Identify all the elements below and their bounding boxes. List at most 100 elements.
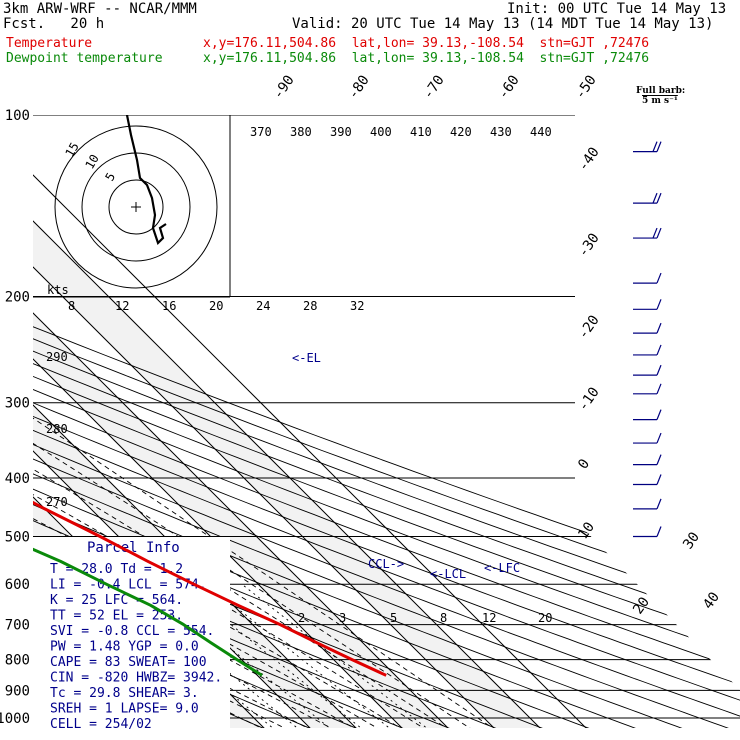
mixing-ratio-label: 20 <box>538 611 552 625</box>
el-marker: <-EL <box>292 351 321 365</box>
mixing-ratio-label: 2 <box>298 611 305 625</box>
isotherm-label: -10 <box>575 384 603 414</box>
parcel-info-row: K = 25 LFC = 564. <box>50 593 183 608</box>
wind-barb-flag <box>652 141 658 152</box>
hodograph-ring-15 <box>54 125 218 289</box>
isotherm-label: -40 <box>575 144 603 174</box>
parcel-info-row: Tc = 29.8 SHEAR= 3. <box>50 686 199 701</box>
mixing-ratio-label: 5 <box>390 611 397 625</box>
pressure-tick-label: 500 <box>5 529 30 545</box>
hodograph-trace <box>125 115 167 246</box>
isotherm <box>33 115 498 728</box>
mixing-ratio-label: 3 <box>339 611 346 625</box>
pressure-tick-label: 400 <box>5 471 30 487</box>
isotherm-label: 10 <box>575 519 598 542</box>
pressure-tick-label: 600 <box>5 577 30 593</box>
pressure-tick-label: 800 <box>5 653 30 669</box>
isotherm-label: -80 <box>345 72 373 102</box>
parcel-info-row: CELL = 254/02 <box>50 717 152 732</box>
mixing-ratio-label: 8 <box>440 611 447 625</box>
theta-label: 420 <box>450 125 472 139</box>
pressure-tick-label: 100 <box>5 108 30 124</box>
isotherm <box>33 115 406 728</box>
parcel-info-row: CAPE = 83 SWEAT= 100 <box>50 655 207 670</box>
wind-barb-flag <box>656 383 662 395</box>
parcel-info-box: Parcel Info T = 28.0 Td = 1.2LI = -0.4 L… <box>33 537 230 732</box>
lfc-marker: <-LFC <box>484 561 520 575</box>
isotherm-label: -60 <box>495 72 523 102</box>
isotherm-label: -20 <box>575 312 603 342</box>
dry-adiabat <box>33 115 740 728</box>
parcel-info-row: SVI = -0.8 CCL = 554. <box>50 624 214 639</box>
wind-barb-flag <box>656 364 662 376</box>
mixing-ratio-line <box>206 583 394 728</box>
barb-legend-units: 5 m s⁻¹ <box>642 96 678 106</box>
wind-barb-flag <box>656 227 662 239</box>
dry-adiabat <box>33 115 740 728</box>
parcel-info-row: PW = 1.48 YGP = 0.0 <box>50 640 199 655</box>
isotherm <box>33 115 452 728</box>
parcel-info-row: CIN = -820 HWBZ= 3942. <box>50 671 222 686</box>
theta-label: 400 <box>370 125 392 139</box>
hodograph-ring-5 <box>108 179 164 235</box>
theta-label: 430 <box>490 125 512 139</box>
wind-barb-flag <box>656 409 662 420</box>
lcl-marker: <-LCL <box>430 567 466 581</box>
mixing-ratio-line <box>120 583 301 728</box>
dry-adiabat <box>33 115 643 728</box>
hodograph-units: kts <box>47 283 69 297</box>
mixing-ratio-line <box>241 583 431 728</box>
temperature-legend-label: Temperature <box>6 36 93 51</box>
wind-barb-flag <box>656 141 662 152</box>
wind-barb-flag <box>656 454 662 465</box>
isotherm-label: -90 <box>270 72 298 102</box>
moist-adiabat <box>33 384 314 728</box>
barb-legend-title: Full barb: <box>636 86 686 96</box>
moist-adiabat <box>33 354 337 728</box>
dry-adiabat <box>33 115 363 728</box>
wind-barb-flag <box>652 192 658 204</box>
pressure-tick-label: 1000 <box>0 711 30 727</box>
isotherm-label: 0 <box>575 456 593 472</box>
mixing-ratio-label: 12 <box>482 611 496 625</box>
hodograph-ring-label-5: 5 <box>102 170 118 183</box>
isotherm-label: 30 <box>680 529 703 552</box>
wind-barb-flag <box>656 344 662 356</box>
hodograph-speed-tick: 20 <box>209 299 223 313</box>
dry-adiabat <box>33 115 736 728</box>
theta-label: 410 <box>410 125 432 139</box>
dry-adiabat <box>33 115 740 728</box>
hodograph-ring-label-10: 10 <box>82 152 101 172</box>
forecast-hour: Fcst. 20 h <box>3 16 105 32</box>
dry-adiabat <box>33 115 740 728</box>
theta-label: 390 <box>330 125 352 139</box>
wind-barbs <box>633 141 662 538</box>
wind-barb-flag <box>656 299 662 310</box>
isotherm <box>33 115 360 728</box>
parcel-info-row: SREH = 1 LAPSE= 9.0 <box>50 702 199 717</box>
hodograph: 5 10 15 kts <box>33 115 231 298</box>
valid-time: Valid: 20 UTC Tue 14 May 13 (14 MDT Tue … <box>292 16 714 32</box>
parcel-info-row: TT = 52 EL = 253. <box>50 609 183 624</box>
isotherm-label: 40 <box>700 589 723 612</box>
theta-label: 440 <box>530 125 552 139</box>
temperature-profile <box>33 115 387 677</box>
dry-adiabat <box>33 115 740 728</box>
wind-barb-flag <box>656 192 662 204</box>
ccl-marker: CCL-> <box>368 557 404 571</box>
hodograph-speed-tick: 28 <box>303 299 317 313</box>
isotherm-label: 20 <box>630 594 653 617</box>
theta-label-left: 290 <box>46 350 68 364</box>
isotherm-label: -70 <box>420 72 448 102</box>
wind-barb-flag <box>656 272 662 284</box>
hodograph-speed-tick: 24 <box>256 299 270 313</box>
init-time: Init: 00 UTC Tue 14 May 13 <box>507 1 727 17</box>
model-title: 3km ARW-WRF -- NCAR/MMM <box>3 1 197 17</box>
theta-label-left: 270 <box>46 495 68 509</box>
hodograph-speed-tick: 16 <box>162 299 176 313</box>
hodograph-speed-tick: 12 <box>115 299 129 313</box>
pressure-tick-label: 900 <box>5 683 30 699</box>
wind-barb-flag <box>652 227 658 239</box>
hodograph-ring-label-15: 15 <box>62 140 81 160</box>
wind-barb-flag <box>656 474 662 485</box>
